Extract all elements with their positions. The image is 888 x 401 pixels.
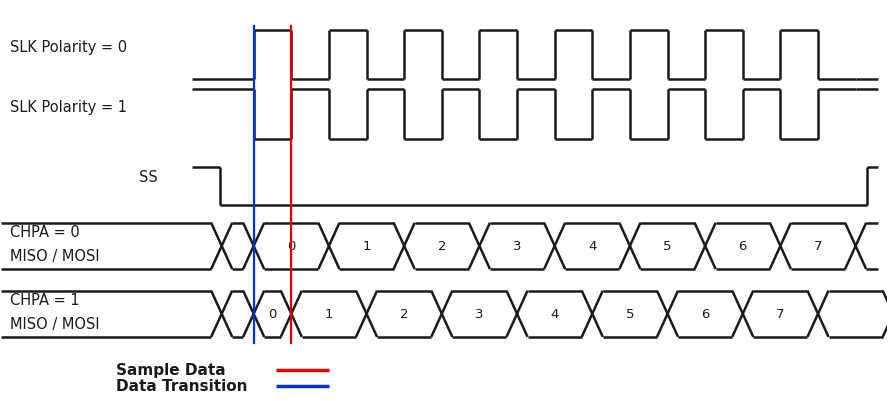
Text: 2: 2	[438, 240, 446, 253]
Text: 4: 4	[551, 308, 559, 320]
Text: 0: 0	[287, 240, 296, 253]
Text: 3: 3	[512, 240, 521, 253]
Text: SLK Polarity = 1: SLK Polarity = 1	[11, 99, 127, 114]
Text: 6: 6	[739, 240, 747, 253]
Text: 1: 1	[362, 240, 371, 253]
Text: CHPA = 0: CHPA = 0	[11, 225, 80, 240]
Text: 0: 0	[268, 308, 277, 320]
Text: 5: 5	[663, 240, 671, 253]
Text: Data Transition: Data Transition	[116, 378, 248, 393]
Text: 2: 2	[400, 308, 408, 320]
Text: Sample Data: Sample Data	[116, 362, 226, 377]
Text: 1: 1	[325, 308, 333, 320]
Text: SLK Polarity = 0: SLK Polarity = 0	[11, 40, 127, 55]
Text: 4: 4	[588, 240, 597, 253]
Text: MISO / MOSI: MISO / MOSI	[11, 249, 99, 264]
Text: MISO / MOSI: MISO / MOSI	[11, 316, 99, 332]
Text: SS: SS	[139, 169, 157, 184]
Text: 5: 5	[626, 308, 634, 320]
Text: CHPA = 1: CHPA = 1	[11, 293, 80, 308]
Text: 3: 3	[475, 308, 484, 320]
Text: 6: 6	[701, 308, 710, 320]
Text: 7: 7	[813, 240, 822, 253]
Text: 7: 7	[776, 308, 785, 320]
